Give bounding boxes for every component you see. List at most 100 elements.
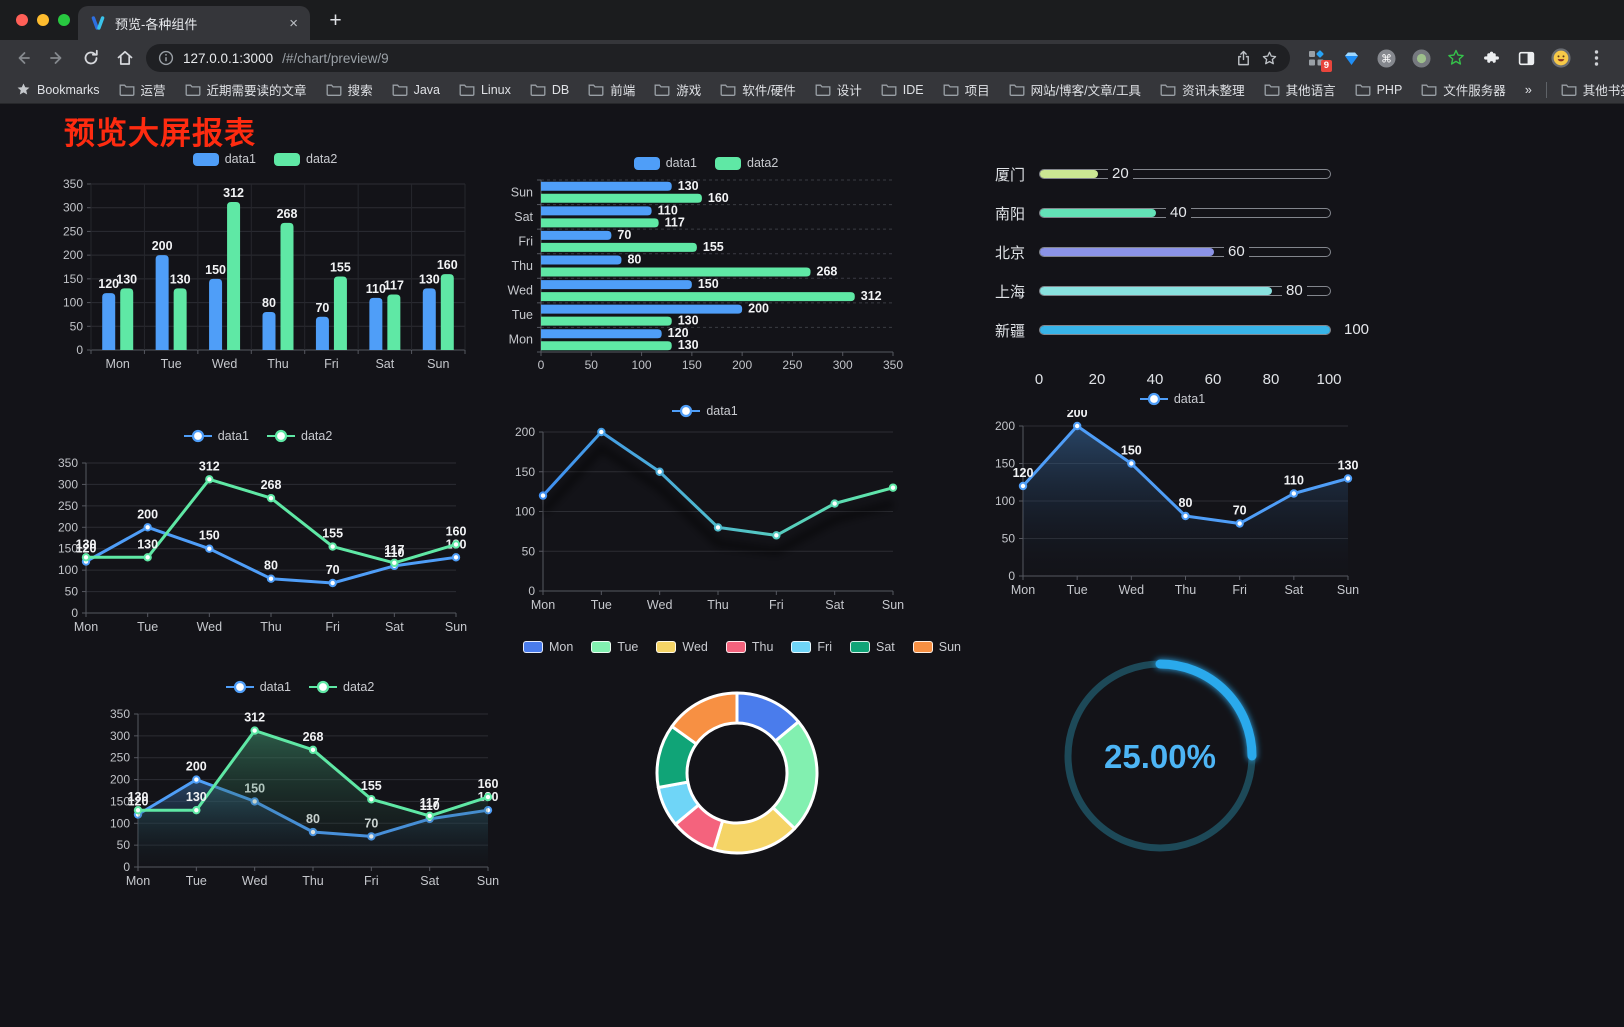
bookmark-folder-6[interactable]: 前端 [588, 80, 635, 99]
bookmark-folder-5[interactable]: DB [530, 83, 569, 97]
bookmark-folder-9[interactable]: 设计 [815, 80, 862, 99]
side-panel-icon[interactable] [1516, 47, 1536, 69]
extension-star-icon[interactable] [1446, 47, 1466, 69]
extension-gem-icon[interactable] [1341, 47, 1361, 69]
svg-text:150: 150 [199, 529, 220, 543]
svg-text:117: 117 [384, 279, 404, 293]
extension-grid-icon[interactable]: 9 [1306, 47, 1332, 72]
bookmarks-manager[interactable]: Bookmarks [16, 82, 100, 97]
legend-item-data1[interactable]: data1 [192, 152, 256, 166]
bookmark-folder-16[interactable]: 文件服务器 [1421, 80, 1506, 99]
legend-item-data1[interactable]: data1 [1139, 392, 1205, 406]
browser-tab[interactable]: 预览-各种组件 × [78, 6, 310, 40]
bookmarks-overflow-chevron[interactable]: » [1524, 82, 1532, 97]
extension-area: 9 ⌘ [1298, 47, 1614, 72]
bookmark-folder-0[interactable]: 运营 [119, 80, 166, 99]
pie-slice-Sun[interactable] [670, 691, 739, 746]
bookmark-folder-12[interactable]: 网站/博客/文章/工具 [1009, 80, 1141, 99]
line-chart-canvas[interactable]: 0 50 100 150 200 250 300 350 Mon Tue Wed Thu Fri Sat S… [100, 698, 500, 891]
chart-line-two-series[interactable]: data1 data2 0 50 100 150 200 250 300 350 Mon Tue Wed… [48, 425, 468, 637]
bookmark-folder-4[interactable]: Linux [459, 83, 511, 97]
gauge-chart-canvas[interactable]: 25.00% [1055, 645, 1265, 867]
other-bookmarks[interactable]: 其他书签 [1561, 80, 1624, 99]
legend-item-Wed[interactable]: Wed [656, 640, 708, 654]
minimize-window-button[interactable] [37, 14, 49, 26]
bookmark-folder-14[interactable]: 其他语言 [1264, 80, 1336, 99]
close-window-button[interactable] [16, 14, 28, 26]
bookmark-folder-8[interactable]: 软件/硬件 [720, 80, 796, 99]
bookmark-folder-15[interactable]: PHP [1355, 83, 1402, 97]
share-icon[interactable] [1235, 50, 1252, 67]
svg-text:130: 130 [116, 272, 137, 286]
extension-record-icon[interactable] [1411, 47, 1431, 69]
reload-button[interactable] [78, 45, 104, 71]
legend-item-data2[interactable]: data2 [274, 152, 337, 166]
svg-text:50: 50 [522, 544, 536, 558]
bookmark-folder-3[interactable]: Java [392, 83, 440, 97]
legend-item-data1[interactable]: data1 [672, 404, 738, 418]
home-button[interactable] [112, 45, 138, 71]
bookmarks-separator [1545, 81, 1547, 98]
chart-grouped-bar[interactable]: data1 data2 0 50 100 150 200 250 300 350 Mon 120 130… [55, 148, 475, 376]
chart-area-two-series[interactable]: data1 data2 0 50 100 150 200 250 300 350 Mon Tue Wed… [100, 676, 500, 891]
svg-text:100: 100 [58, 563, 78, 577]
profile-avatar[interactable] [1551, 47, 1571, 69]
legend-item-data1[interactable]: data1 [225, 680, 291, 694]
legend-item-data1[interactable]: data1 [183, 429, 249, 443]
chart-area-single[interactable]: data1 0 50 100 150 200 Mon Tue Wed Thu Fri Sat Sun 12… [985, 388, 1360, 600]
legend-item-data1[interactable]: data1 [633, 156, 697, 170]
svg-text:120: 120 [76, 542, 97, 556]
legend-item-data2[interactable]: data2 [267, 429, 332, 443]
legend-item-Sat[interactable]: Sat [850, 640, 895, 654]
svg-text:100: 100 [995, 494, 1015, 508]
line-chart-canvas[interactable]: 0 50 100 150 200 250 300 350 Mon Tue Wed Thu Fri Sat S… [48, 447, 468, 637]
progress-row-上海[interactable]: 上海 80 [995, 281, 1385, 301]
progress-row-北京[interactable]: 北京 60 [995, 242, 1385, 262]
chart-progress-list[interactable]: 厦门 20 南阳 40 北京 60 上海 80 新疆 1 [995, 158, 1385, 390]
bookmark-folder-7[interactable]: 游戏 [654, 80, 701, 99]
progress-row-厦门[interactable]: 厦门 20 [995, 164, 1385, 184]
legend-item-Tue[interactable]: Tue [591, 640, 638, 654]
chart-horizontal-bar[interactable]: data1 data2 0 50 100 150 200 250 300 350 Sun 130 160… [505, 152, 907, 374]
legend-item-Sun[interactable]: Sun [912, 640, 961, 654]
close-tab-icon[interactable]: × [289, 14, 298, 32]
menu-kebab-icon[interactable] [1586, 47, 1606, 69]
svg-text:300: 300 [833, 358, 853, 372]
back-button[interactable] [10, 45, 36, 71]
bookmark-folder-2[interactable]: 搜索 [326, 80, 373, 99]
extension-command-icon[interactable]: ⌘ [1376, 47, 1396, 69]
svg-text:150: 150 [110, 794, 130, 808]
bookmark-folder-10[interactable]: IDE [881, 83, 924, 97]
extensions-puzzle-icon[interactable] [1481, 47, 1501, 69]
site-info-icon[interactable] [158, 50, 174, 66]
legend-item-Thu[interactable]: Thu [725, 640, 773, 654]
legend-item-data2[interactable]: data2 [715, 156, 778, 170]
progress-row-新疆[interactable]: 新疆 100 [995, 320, 1385, 340]
legend-item-data2[interactable]: data2 [309, 680, 374, 694]
chart-line-gradient[interactable]: data1 0 50 100 150 200 Mon Tue Wed Thu Fri Sat Sun [505, 400, 905, 615]
legend-item-Mon[interactable]: Mon [522, 640, 573, 654]
forward-button[interactable] [44, 45, 70, 71]
folder-icon [1264, 84, 1280, 96]
progress-row-南阳[interactable]: 南阳 40 [995, 203, 1385, 223]
chart-gauge[interactable]: 25.00% [1055, 645, 1265, 867]
donut-chart-canvas[interactable] [552, 658, 932, 880]
svg-text:110: 110 [658, 203, 678, 217]
maximize-window-button[interactable] [58, 14, 70, 26]
bookmark-folder-1[interactable]: 近期需要读的文章 [185, 80, 307, 99]
line-chart-canvas[interactable]: 0 50 100 150 200 Mon Tue Wed Thu Fri Sat Sun [505, 422, 905, 615]
svg-text:110: 110 [1284, 474, 1304, 488]
line-chart-canvas[interactable]: 0 50 100 150 200 Mon Tue Wed Thu Fri Sat Sun 120 200 1… [985, 410, 1360, 600]
legend-item-Fri[interactable]: Fri [791, 640, 832, 654]
bookmark-star-icon[interactable] [1261, 50, 1278, 67]
address-bar[interactable]: 127.0.0.1:3000 /#/chart/preview/9 [146, 44, 1290, 72]
new-tab-button[interactable]: + [329, 8, 342, 32]
bookmark-folder-11[interactable]: 项目 [943, 80, 990, 99]
svg-text:117: 117 [384, 543, 404, 557]
bookmark-folder-13[interactable]: 资讯未整理 [1160, 80, 1245, 99]
bar-chart-canvas[interactable]: 050100150200250300350Mon120130Tue200130W… [55, 170, 475, 376]
chart-donut[interactable]: Mon Tue Wed Thu Fri Sat Sun [522, 636, 961, 882]
progress-track: 100 [1039, 320, 1374, 340]
svg-text:155: 155 [330, 260, 351, 274]
